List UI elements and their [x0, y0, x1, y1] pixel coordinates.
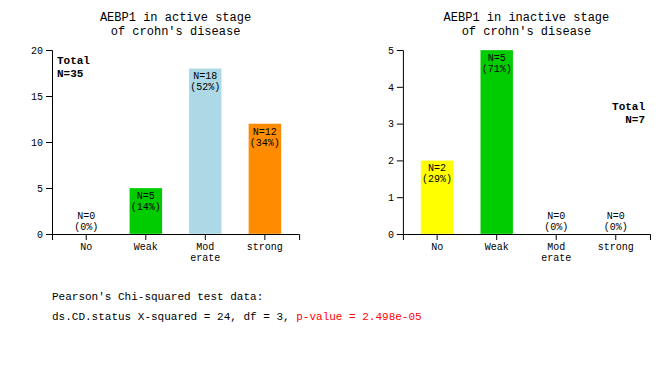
tick-mark: [556, 234, 557, 240]
tick-mark: [397, 50, 403, 51]
tick-mark: [86, 234, 87, 240]
tick-label: 15: [31, 92, 43, 103]
tick-mark: [46, 234, 52, 235]
tick: 3: [388, 119, 403, 130]
tick: strong: [598, 234, 634, 253]
bar: [248, 124, 281, 234]
tick-mark: [46, 188, 52, 189]
tick-label: 5: [37, 184, 43, 195]
footer-text: Pearson's Chi-squared test data:: [52, 291, 263, 303]
tick: Weak: [485, 234, 509, 253]
tick: 15: [31, 92, 52, 103]
tick-mark: [46, 96, 52, 97]
bar: [70, 234, 103, 235]
tick-mark: [145, 234, 146, 240]
tick-mark: [46, 142, 52, 143]
tick-mark: [397, 197, 403, 198]
bar: [540, 234, 573, 235]
tick-label: 2: [388, 156, 394, 167]
tick: 2: [388, 156, 403, 167]
tick: 5: [388, 46, 403, 57]
y-axis: 0 1 2 3 4 5: [388, 46, 404, 241]
bars: [129, 68, 281, 234]
data-label: N=0(0%): [74, 211, 98, 233]
axis-line: [46, 51, 53, 235]
tick: 10: [31, 138, 52, 149]
tick-mark: [437, 234, 438, 240]
tick-label: strong: [247, 242, 283, 253]
title: AEBP1 in active stageof crohn's disease: [100, 11, 251, 39]
tick-label: 0: [388, 230, 394, 241]
chart: No Weak Moderate strong 0 5 10 15 20 N=0(0%) N=5(1…: [31, 11, 300, 265]
tick-label: No: [80, 242, 92, 253]
tick-label: 10: [31, 138, 43, 149]
footer-line: Pearson's Chi-squared test data:: [52, 291, 263, 303]
bars: [421, 50, 513, 234]
data-label: N=12(34%): [250, 127, 280, 149]
tick-mark: [46, 50, 52, 51]
x-axis: No Weak Moderate strong: [53, 234, 300, 264]
tick-label: No: [431, 242, 443, 253]
tick: 4: [388, 83, 403, 94]
tick: strong: [247, 234, 283, 253]
tick-mark: [496, 234, 497, 240]
data-label: N=0(0%): [604, 211, 628, 233]
tick-mark: [205, 234, 206, 240]
tick-mark: [397, 234, 403, 235]
figure: NoWeakModeratestrong05101520N=0(0%)N=5(1…: [0, 0, 670, 372]
footer-text: ds.CD.status X-squared = 24, df = 3,: [52, 311, 296, 323]
data-label: N=0(0%): [544, 211, 568, 233]
bar: [421, 160, 454, 234]
tick-mark: [397, 160, 403, 161]
tick: No: [431, 234, 443, 253]
bar: [480, 50, 513, 234]
data-label: N=2(29%): [422, 163, 452, 185]
data-label: N=18(52%): [190, 71, 220, 93]
footer-line: ds.CD.status X-squared = 24, df = 3, p-v…: [52, 311, 422, 323]
tick: Moderate: [190, 234, 220, 264]
tick-label: Moderate: [541, 242, 571, 264]
tick: 0: [37, 230, 52, 241]
tick: No: [80, 234, 92, 253]
bar: [189, 68, 222, 234]
tick: 20: [31, 46, 52, 57]
axis-line: [403, 235, 650, 241]
axis-line: [397, 51, 404, 235]
title: AEBP1 in inactive stageof crohn's diseas…: [444, 11, 610, 39]
tick: 5: [37, 184, 52, 195]
footer-text: p-value = 2.498e-05: [296, 311, 421, 323]
bar: [129, 188, 162, 234]
tick: 1: [388, 193, 403, 204]
tick-label: 5: [388, 46, 394, 57]
tick-label: 4: [388, 83, 394, 94]
tick-mark: [397, 124, 403, 125]
chart: No Weak Moderate strong 0 1 2 3 4 5 N=2(29%) N=5(71…: [388, 11, 651, 265]
tick: Moderate: [541, 234, 571, 264]
tick-label: 0: [37, 230, 43, 241]
total-annotation: TotalN=7: [612, 101, 645, 126]
data-label: N=5(71%): [482, 53, 512, 75]
tick-label: 3: [388, 119, 394, 130]
tick-label: Moderate: [190, 242, 220, 264]
tick-mark: [397, 87, 403, 88]
tick-label: strong: [598, 242, 634, 253]
data-label: N=5(14%): [131, 191, 161, 213]
tick-label: Weak: [485, 242, 509, 253]
tick-label: 20: [31, 46, 43, 57]
tick-label: 1: [388, 193, 394, 204]
axis-line: [53, 235, 300, 241]
tick: 0: [388, 230, 403, 241]
tick-mark: [615, 234, 616, 240]
tick: Weak: [134, 234, 158, 253]
bar: [599, 234, 632, 235]
x-axis: No Weak Moderate strong: [403, 234, 650, 264]
tick-label: Weak: [134, 242, 158, 253]
tick-mark: [264, 234, 265, 240]
total-annotation: TotalN=35: [57, 55, 90, 80]
y-axis: 0 5 10 15 20: [31, 46, 53, 241]
